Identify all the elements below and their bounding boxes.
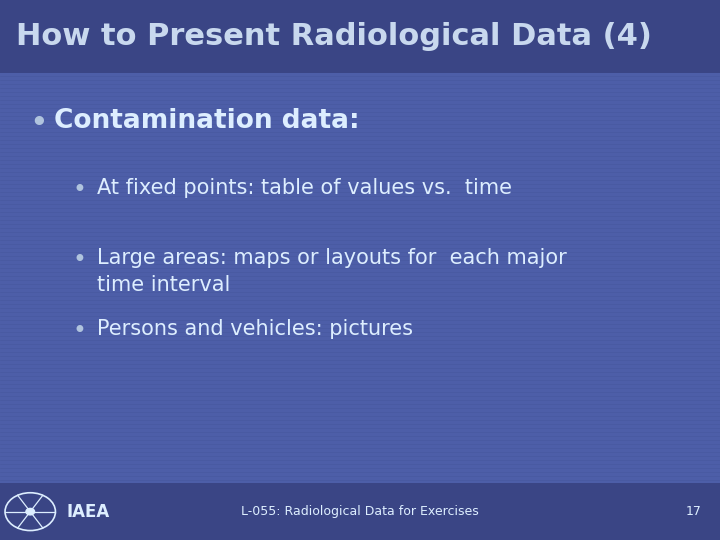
Text: L-055: Radiological Data for Exercises: L-055: Radiological Data for Exercises (241, 505, 479, 518)
Circle shape (26, 509, 35, 515)
Text: •: • (72, 178, 86, 202)
FancyBboxPatch shape (0, 483, 720, 540)
Text: How to Present Radiological Data (4): How to Present Radiological Data (4) (16, 22, 652, 51)
Text: IAEA: IAEA (66, 503, 109, 521)
FancyBboxPatch shape (0, 0, 720, 73)
Text: •: • (72, 248, 86, 272)
Text: •: • (72, 319, 86, 342)
Text: Persons and vehicles: pictures: Persons and vehicles: pictures (97, 319, 413, 339)
Text: 17: 17 (686, 505, 702, 518)
Text: •: • (29, 108, 48, 139)
Text: Contamination data:: Contamination data: (54, 108, 359, 134)
Text: At fixed points: table of values vs.  time: At fixed points: table of values vs. tim… (97, 178, 512, 198)
Text: Large areas: maps or layouts for  each major
time interval: Large areas: maps or layouts for each ma… (97, 248, 567, 295)
